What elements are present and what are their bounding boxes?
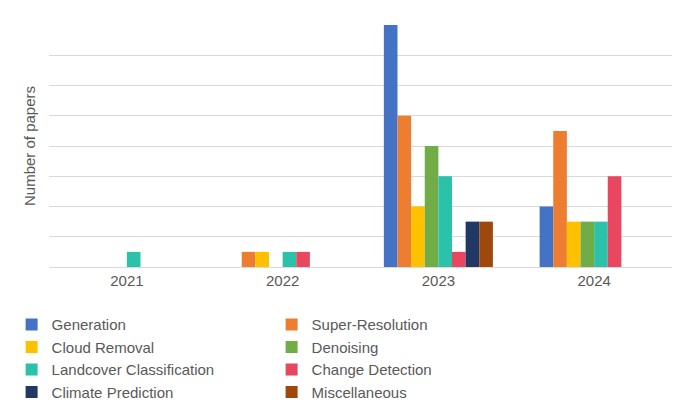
svg-text:2021: 2021	[110, 272, 143, 289]
svg-text:2022: 2022	[266, 272, 299, 289]
svg-text:Generation: Generation	[52, 316, 126, 333]
svg-text:Miscellaneous: Miscellaneous	[312, 384, 407, 401]
svg-text:Landcover Classification: Landcover Classification	[52, 361, 215, 378]
svg-text:Number of papers: Number of papers	[21, 86, 38, 206]
svg-text:Cloud Removal: Cloud Removal	[52, 339, 155, 356]
svg-text:2023: 2023	[422, 272, 455, 289]
svg-text:Denoising: Denoising	[312, 339, 379, 356]
svg-text:Super-Resolution: Super-Resolution	[312, 316, 428, 333]
svg-text:Climate Prediction: Climate Prediction	[52, 384, 174, 401]
svg-text:Change Detection: Change Detection	[312, 361, 432, 378]
svg-text:2024: 2024	[577, 272, 610, 289]
